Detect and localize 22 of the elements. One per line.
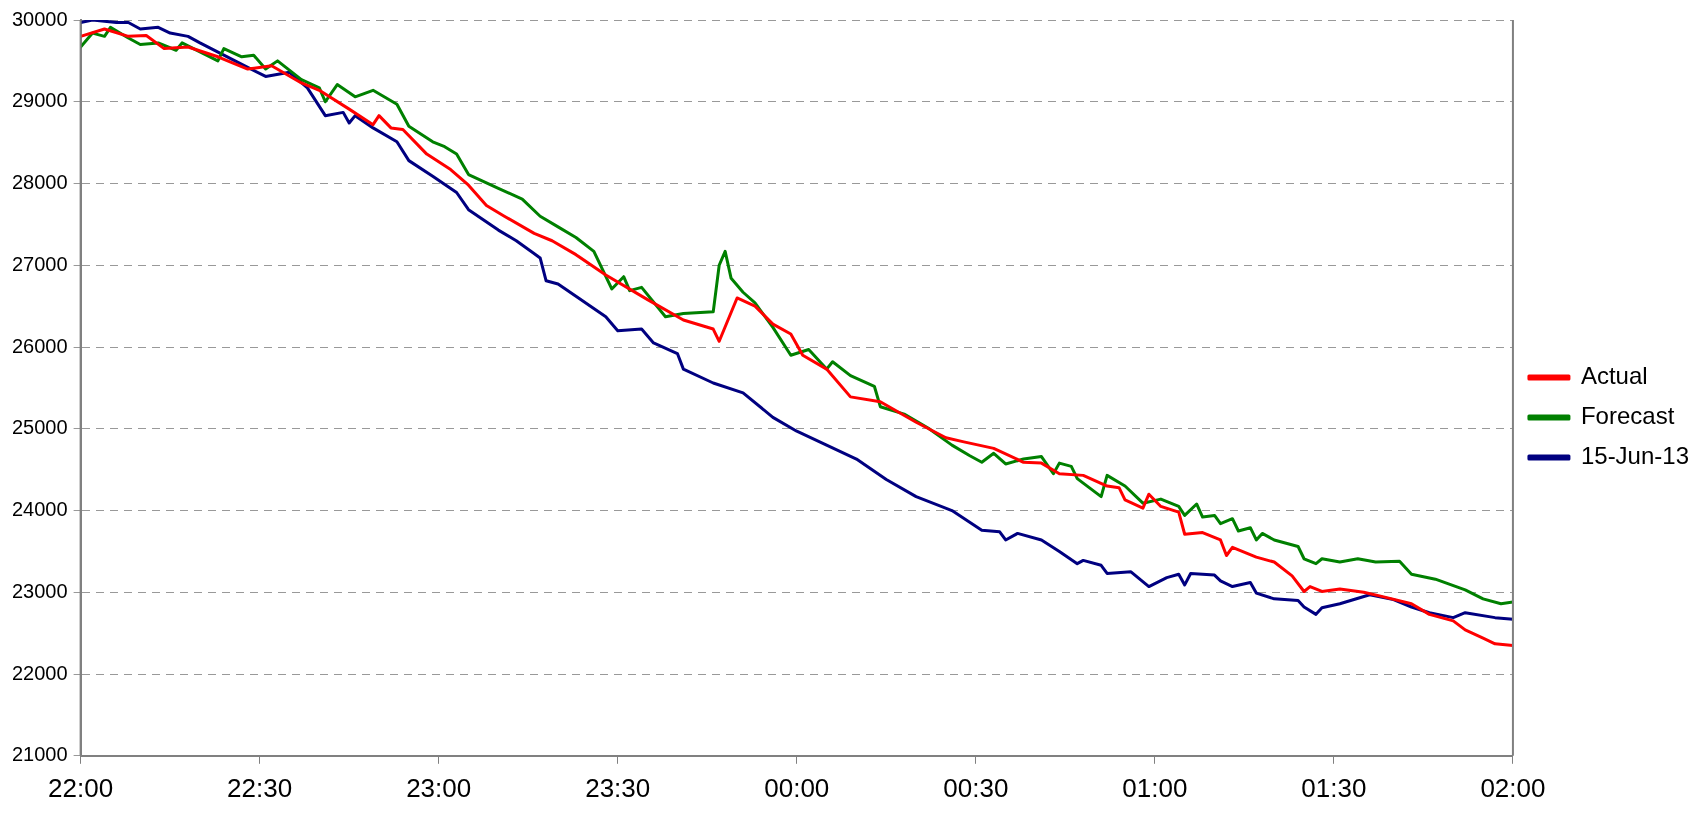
y-tick-label: 27000	[11, 252, 68, 275]
y-tick-label: 29000	[11, 89, 68, 112]
legend-label: Forecast	[1580, 402, 1675, 430]
x-tick-label: 00:00	[764, 772, 830, 803]
y-tick-label: 21000	[11, 743, 68, 766]
y-tick-label: 25000	[11, 416, 68, 439]
x-tick-label: 01:00	[1122, 772, 1188, 803]
x-tick-label: 23:00	[406, 772, 472, 803]
x-tick-label: 23:30	[585, 772, 651, 803]
y-tick-label: 23000	[11, 579, 68, 602]
y-tick-label: 30000	[11, 7, 68, 30]
y-tick-label: 28000	[11, 171, 68, 194]
legend-label: 15-Jun-13	[1580, 442, 1690, 470]
x-tick-label: 22:00	[48, 772, 114, 803]
y-tick-label: 26000	[11, 334, 68, 357]
x-tick-label: 22:30	[227, 772, 293, 803]
y-tick-label: 24000	[11, 498, 68, 521]
x-tick-label: 01:30	[1301, 772, 1367, 803]
legend-label: Actual	[1580, 362, 1648, 390]
y-tick-label: 22000	[11, 661, 68, 684]
x-tick-label: 02:00	[1480, 772, 1546, 803]
x-tick-label: 00:30	[943, 772, 1009, 803]
